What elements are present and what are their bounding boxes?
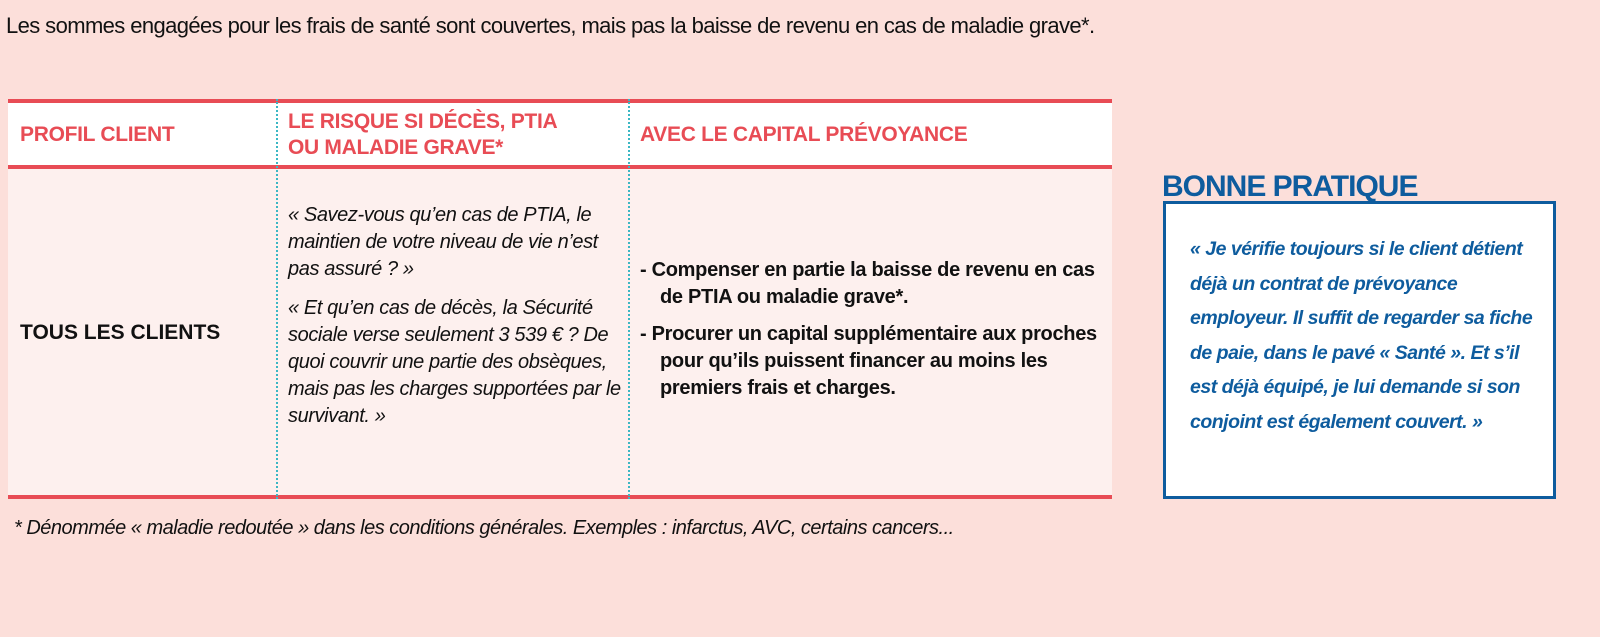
footnote: * Dénommée « maladie redoutée » dans les…	[14, 517, 954, 539]
bonne-pratique-quote: « Je vérifie toujours si le client détie…	[1190, 238, 1533, 433]
risk-quote-deces: « Et qu’en cas de décès, la Sécurité soc…	[288, 297, 621, 427]
intro-text: Les sommes engagées pour les frais de sa…	[6, 13, 1095, 38]
header-profil-client: PROFIL CLIENT	[20, 123, 175, 146]
benefit-item: - Compenser en partie la baisse de reven…	[640, 259, 1095, 308]
header-capital: AVEC LE CAPITAL PRÉVOYANCE	[640, 123, 968, 146]
cell-profile: TOUS LES CLIENTS	[20, 321, 221, 344]
table-header	[8, 99, 1112, 169]
risk-quote-ptia: « Savez-vous qu’en cas de PTIA, le maint…	[288, 204, 598, 280]
profile-table: PROFIL CLIENT LE RISQUE SI DÉCÈS, PTIA O…	[8, 99, 1112, 499]
column-divider	[628, 99, 630, 499]
cell-risk: « Savez-vous qu’en cas de PTIA, le maint…	[288, 202, 628, 442]
bonne-pratique-box: « Je vérifie toujours si le client détie…	[1163, 201, 1556, 499]
cell-benefits: - Compenser en partie la baisse de reven…	[640, 257, 1110, 412]
header-risque: LE RISQUE SI DÉCÈS, PTIA OU MALADIE GRAV…	[288, 110, 557, 159]
column-divider	[276, 99, 278, 499]
table-row	[8, 169, 1112, 499]
benefit-item: - Procurer un capital supplémentaire aux…	[640, 323, 1097, 399]
bonne-pratique-title: BONNE PRATIQUE	[1162, 170, 1418, 203]
